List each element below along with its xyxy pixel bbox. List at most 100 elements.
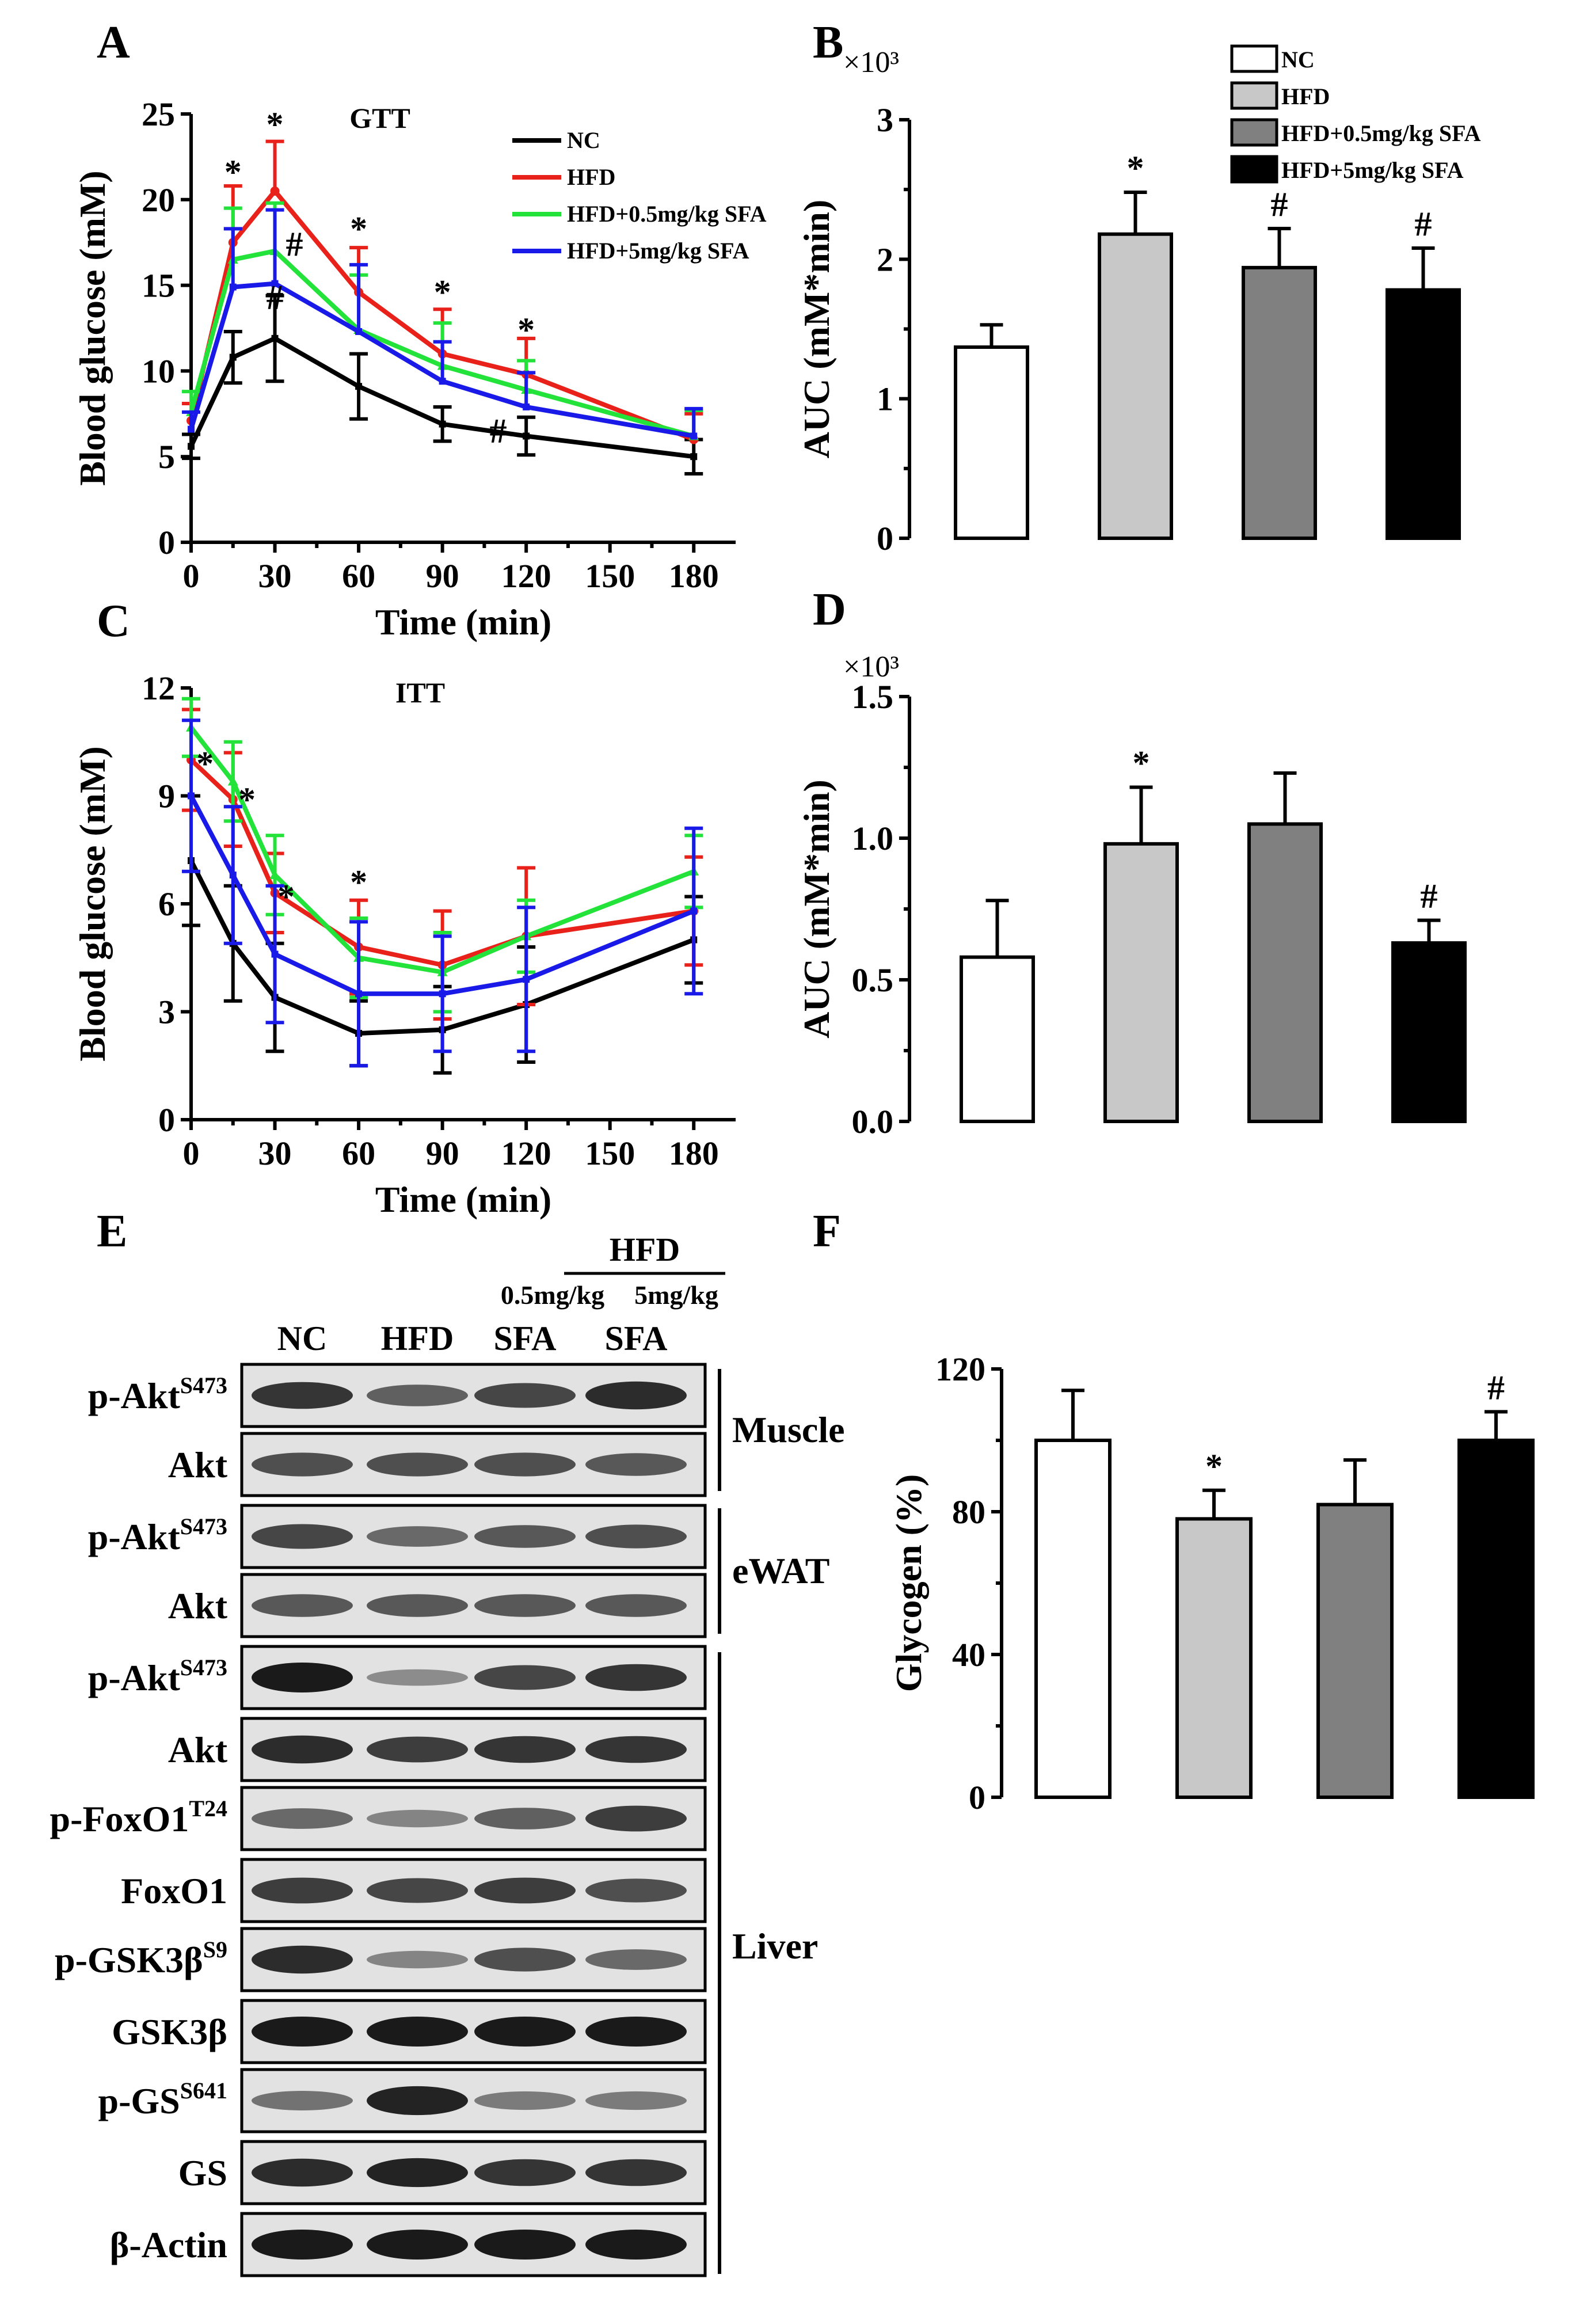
blot-row: GSK3β (112, 1999, 707, 2064)
y-tick-label: 0.5 (852, 961, 894, 999)
header-dose-low: 0.5mg/kg (501, 1280, 604, 1310)
data-point (271, 334, 279, 342)
panel-letter-f: F (813, 1206, 841, 1257)
legend-label: HFD+0.5mg/kg SFA (1281, 120, 1481, 146)
legend-entry: HFD+0.5mg/kg SFA (512, 201, 767, 227)
blot-row: Akt (168, 1573, 707, 1638)
blot-row: Akt (168, 1432, 707, 1497)
legend-label: HFD+5mg/kg SFA (1281, 157, 1464, 183)
blot-row-label: FoxO1 (121, 1870, 227, 1911)
y-axis-label: AUC (mM*min) (796, 779, 837, 1039)
chart-gtt-auc: 0 1 2 3 AUC (mM*min) * # # NC HFD HFD+0.5mg/kg SFA… (796, 44, 1481, 557)
blot-band (252, 1524, 353, 1549)
legend-label: HFD (1281, 83, 1330, 109)
data-point (188, 425, 195, 433)
x-tick-label: 120 (501, 557, 551, 595)
blot-band (585, 2159, 687, 2186)
significance-mark: * (196, 744, 214, 782)
blot-band (367, 1950, 468, 1969)
y-tick-label: 5 (158, 438, 175, 476)
blot-band (585, 1878, 687, 1903)
blot-row-label: p-AktS473 (88, 1513, 227, 1557)
tissue-label-ewat: eWAT (732, 1550, 829, 1591)
blot-band (367, 2017, 468, 2047)
significance-mark: * (277, 878, 295, 916)
blot-row-label: GSK3β (112, 2011, 227, 2052)
chart-glycogen: 0 40 80 120 Glycogen (%) * # (888, 1351, 1535, 1816)
data-point (690, 432, 698, 440)
chart-title: GTT (349, 102, 410, 134)
data-point (439, 378, 446, 385)
blot-band (367, 1452, 468, 1477)
phospho-site: S473 (180, 1513, 227, 1539)
protein-name: p-GSK3β (55, 1939, 203, 1980)
y-tick-label: 9 (158, 778, 175, 815)
panel-letter-a: A (97, 17, 130, 68)
x-tick-label: 30 (258, 557, 292, 595)
protein-name: p-Akt (88, 1516, 181, 1557)
blot-band (474, 1736, 576, 1763)
data-point (355, 328, 363, 335)
protein-name: GSK3β (112, 2011, 227, 2052)
blot-row-label: Akt (168, 1729, 228, 1770)
bar-hfd-0-5mg-kg-sfa (1242, 265, 1317, 540)
blot-row-label: p-GSS641 (98, 2078, 227, 2121)
bar-hfd (1098, 232, 1173, 541)
blot-band (585, 1381, 687, 1410)
blot-band (474, 1808, 576, 1829)
blot-band (585, 1453, 687, 1476)
legend-entry: HFD+5mg/kg SFA (1230, 155, 1464, 184)
x-tick-label: 90 (426, 557, 459, 595)
protein-name: p-Akt (88, 1657, 181, 1698)
blot-band (252, 2158, 353, 2187)
tissue-label-muscle: Muscle (732, 1409, 845, 1450)
blot-band (367, 2158, 468, 2188)
blot-band (585, 1594, 687, 1617)
blot-row: p-GSS641 (98, 2068, 707, 2133)
series-nc (182, 294, 703, 476)
blot-band (474, 2017, 576, 2047)
protein-name: β-Actin (110, 2224, 227, 2265)
panel-letter-c: C (97, 596, 130, 646)
header-group: HFD (610, 1231, 680, 1268)
y-tick-label: 0.0 (852, 1103, 894, 1140)
legend-label: HFD+0.5mg/kg SFA (567, 201, 767, 227)
panel-letter-e: E (97, 1206, 127, 1257)
y-tick-label: 3 (877, 101, 893, 139)
significance-mark: # (1487, 1368, 1505, 1406)
blot-row: p-AktS473 (88, 1504, 707, 1569)
legend-entry: HFD (1230, 81, 1330, 110)
significance-mark: # (490, 412, 507, 450)
blot-band (252, 1452, 353, 1477)
blot-row-label: p-AktS473 (88, 1372, 227, 1416)
chart-gtt: 0 30 60 90 120 150 180 0 5 10 15 20 25 Time (min) Bloo… (72, 96, 767, 642)
x-tick-label: 150 (585, 557, 635, 595)
panel-d-exponent: ×10³ (843, 651, 899, 683)
x-tick-label: 180 (669, 557, 719, 595)
significance-mark: # (286, 225, 303, 263)
lane-label: SFA (494, 1319, 557, 1357)
blot-row-label: Akt (168, 1444, 228, 1485)
significance-mark: * (517, 311, 535, 349)
blot-band (585, 2017, 687, 2047)
bar-hfd-0-5mg-kg-sfa (1316, 1503, 1394, 1800)
y-tick-label: 15 (142, 267, 175, 305)
significance-mark: * (1205, 1447, 1223, 1485)
data-point (227, 776, 238, 786)
significance-mark: * (1127, 149, 1144, 187)
blot-band (367, 1594, 468, 1617)
x-tick-label: 60 (342, 1135, 375, 1172)
significance-mark: # (1421, 877, 1438, 915)
panel-b-exponent: ×10³ (843, 46, 899, 79)
blot-band (474, 1383, 576, 1408)
blot-band (474, 1948, 576, 1972)
bar-hfd-5mg-kg-sfa (1386, 288, 1461, 540)
x-tick-label: 0 (183, 557, 200, 595)
x-tick-label: 0 (183, 1135, 200, 1172)
bar-hfd (1103, 842, 1179, 1123)
blot-band (367, 1669, 468, 1686)
y-tick-label: 3 (158, 994, 175, 1031)
blot-band (252, 1594, 353, 1617)
y-tick-label: 40 (952, 1636, 985, 1673)
y-tick-label: 0 (158, 524, 175, 561)
